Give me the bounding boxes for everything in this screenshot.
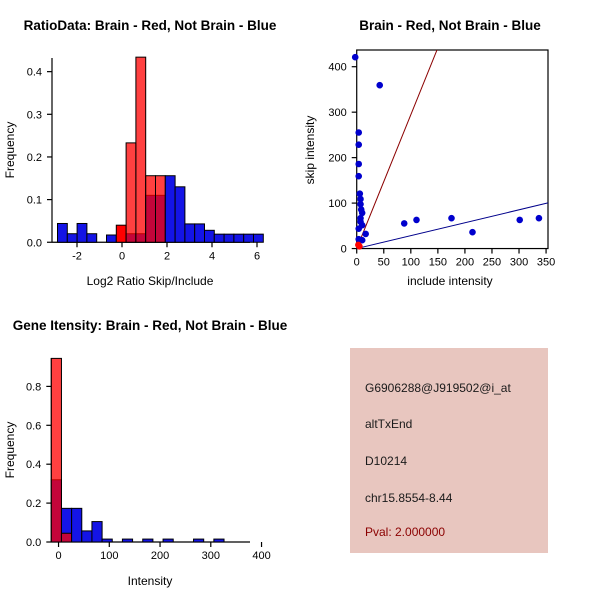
svg-text:0: 0: [119, 250, 125, 262]
svg-text:Log2 Ratio Skip/Include: Log2 Ratio Skip/Include: [87, 274, 214, 288]
svg-text:0.0: 0.0: [26, 537, 41, 549]
svg-text:0: 0: [354, 257, 360, 269]
svg-text:400: 400: [252, 550, 270, 562]
svg-text:Intensity: Intensity: [128, 574, 173, 588]
svg-text:400: 400: [328, 62, 346, 74]
svg-text:100: 100: [100, 550, 118, 562]
svg-text:100: 100: [402, 257, 420, 269]
svg-text:2: 2: [164, 250, 170, 262]
svg-text:Gene Itensity: Brain - Red, No: Gene Itensity: Brain - Red, Not Brain - …: [13, 318, 288, 333]
svg-text:0.0: 0.0: [27, 237, 42, 249]
svg-text:6: 6: [254, 250, 260, 262]
svg-text:200: 200: [151, 550, 169, 562]
svg-text:0.1: 0.1: [27, 195, 42, 207]
svg-text:G6906288@J919502@i_at: G6906288@J919502@i_at: [365, 381, 511, 395]
svg-text:50: 50: [378, 257, 390, 269]
svg-text:250: 250: [483, 257, 501, 269]
svg-text:100: 100: [328, 198, 346, 210]
svg-text:0.6: 0.6: [26, 420, 41, 432]
svg-text:0.8: 0.8: [26, 381, 41, 393]
svg-text:300: 300: [202, 550, 220, 562]
svg-text:0: 0: [55, 550, 61, 562]
svg-text:4: 4: [209, 250, 215, 262]
svg-text:200: 200: [328, 153, 346, 165]
svg-text:D10214: D10214: [365, 454, 407, 468]
svg-text:0.3: 0.3: [27, 109, 42, 121]
svg-text:Pval: 2.000000: Pval: 2.000000: [365, 525, 445, 539]
svg-text:altTxEnd: altTxEnd: [365, 417, 412, 431]
svg-text:0.4: 0.4: [27, 67, 42, 79]
svg-text:0.4: 0.4: [26, 459, 41, 471]
svg-text:300: 300: [328, 107, 346, 119]
svg-text:RatioData: Brain - Red, Not Br: RatioData: Brain - Red, Not Brain - Blue: [24, 18, 277, 33]
svg-text:Frequency: Frequency: [3, 122, 17, 179]
svg-text:200: 200: [456, 257, 474, 269]
svg-text:150: 150: [429, 257, 447, 269]
svg-text:-2: -2: [72, 250, 82, 262]
svg-text:include intensity: include intensity: [407, 274, 492, 288]
svg-text:Brain - Red, Not Brain - Blue: Brain - Red, Not Brain - Blue: [359, 18, 541, 33]
svg-text:chr15.8554-8.44: chr15.8554-8.44: [365, 491, 453, 505]
svg-text:0.2: 0.2: [27, 152, 42, 164]
svg-text:350: 350: [537, 257, 555, 269]
svg-text:skip intensity: skip intensity: [303, 116, 317, 185]
svg-text:0: 0: [341, 244, 347, 256]
svg-text:Frequency: Frequency: [3, 422, 17, 479]
svg-text:0.2: 0.2: [26, 498, 41, 510]
svg-text:300: 300: [510, 257, 528, 269]
